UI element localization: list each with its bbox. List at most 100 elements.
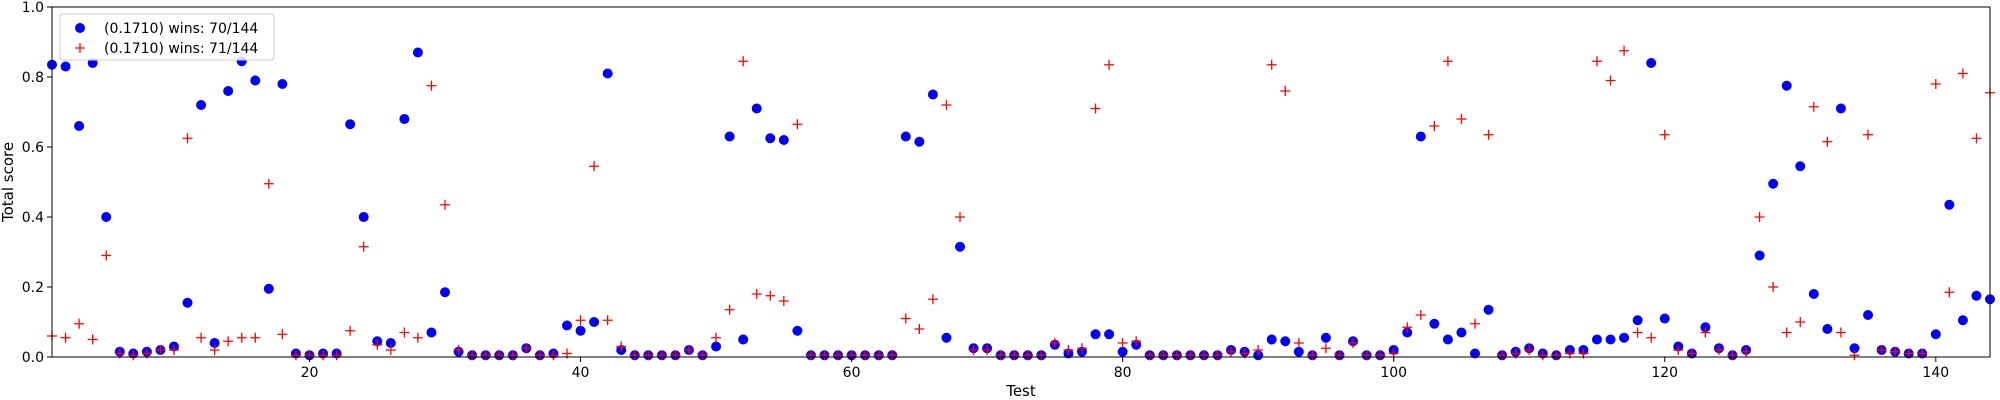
data-point-series-2 [941, 100, 952, 110]
data-point-series-2 [1022, 350, 1033, 361]
legend-box [59, 13, 275, 61]
data-point-series-2 [602, 315, 613, 326]
data-point-series-1 [1117, 346, 1128, 357]
data-point-series-2 [1646, 332, 1657, 343]
data-point-series-1 [914, 136, 925, 147]
data-point-series-1 [738, 334, 749, 345]
data-point-series-2 [1470, 318, 1481, 329]
data-point-series-2 [1375, 350, 1386, 361]
data-point-series-2 [697, 350, 708, 361]
data-point-series-2 [1212, 350, 1223, 361]
data-point-series-2 [318, 350, 329, 361]
data-point-series-2 [440, 199, 451, 210]
data-point-series-2 [1280, 86, 1291, 96]
data-point-series-2 [236, 332, 247, 343]
data-point-series-2 [1185, 350, 1196, 361]
data-point-series-2 [1537, 350, 1548, 361]
data-point-series-1 [1253, 350, 1264, 361]
data-point-series-2 [914, 324, 925, 334]
x-tick-label: 100 [1380, 365, 1407, 381]
data-point-series-2 [711, 332, 722, 343]
data-point-series-2 [453, 345, 464, 355]
data-point-series-2 [60, 332, 71, 343]
data-point-series-2 [1957, 68, 1968, 79]
data-point-series-2 [1307, 350, 1318, 361]
data-point-series-1 [1808, 289, 1819, 299]
data-point-series-2 [1673, 345, 1684, 355]
data-point-series-2 [1632, 327, 1643, 338]
data-point-series-2 [982, 345, 993, 355]
data-point-series-2 [1591, 56, 1602, 67]
x-tick-label: 20 [301, 365, 319, 381]
data-point-series-2 [331, 350, 342, 361]
legend: (0.1710) wins: 70/144 (0.1710) wins: 71/… [59, 13, 275, 61]
data-point-series-2 [683, 345, 694, 355]
y-tick-label: 0.2 [22, 280, 44, 296]
data-point-series-2 [521, 343, 532, 354]
data-point-series-2 [819, 350, 830, 361]
data-point-series-2 [629, 350, 640, 361]
y-tick-label: 0.0 [22, 350, 44, 366]
y-tick-label: 0.6 [22, 140, 44, 156]
data-point-series-2 [1361, 350, 1372, 361]
data-point-series-1 [1646, 58, 1657, 68]
data-point-series-2 [358, 241, 369, 252]
data-point-series-2 [1131, 336, 1142, 347]
data-point-series-2 [372, 339, 383, 350]
data-point-series-2 [1835, 327, 1846, 338]
data-point-series-2 [1795, 317, 1806, 327]
data-point-series-1 [1442, 334, 1453, 345]
data-point-series-1 [426, 327, 437, 338]
data-point-series-1 [589, 317, 600, 327]
x-axis-ticks: 20 40 60 80 100 120 140 [301, 357, 1949, 381]
data-point-series-2 [1727, 350, 1738, 361]
data-point-series-1 [1483, 304, 1494, 315]
data-point-series-2 [1158, 350, 1169, 361]
data-point-series-2 [873, 350, 884, 361]
x-tick-label: 40 [572, 365, 590, 381]
data-point-series-2 [534, 350, 545, 361]
data-point-series-2 [887, 350, 898, 361]
data-point-series-2 [1104, 59, 1115, 70]
data-point-series-2 [1253, 345, 1264, 355]
y-tick-label: 0.8 [22, 70, 44, 86]
data-point-series-1 [1104, 329, 1115, 340]
data-point-series-2 [1808, 101, 1819, 112]
data-point-series-2 [1049, 338, 1060, 348]
data-point-series-1 [1795, 161, 1806, 172]
data-point-series-2 [1009, 350, 1020, 361]
data-point-series-1 [1971, 290, 1982, 301]
data-point-series-1 [561, 320, 572, 331]
data-point-series-1 [1605, 334, 1616, 345]
data-point-series-1 [1456, 327, 1467, 338]
data-point-series-2 [1497, 350, 1508, 361]
data-point-series-2 [263, 178, 274, 189]
data-point-series-2 [805, 350, 816, 361]
data-point-series-2 [1402, 322, 1413, 333]
data-point-series-2 [385, 345, 396, 355]
data-point-series-2 [1754, 212, 1765, 222]
data-point-series-2 [1198, 350, 1209, 361]
data-point-series-1 [1619, 332, 1630, 343]
data-point-series-2 [1483, 129, 1494, 140]
y-tick-label: 1.0 [22, 0, 44, 16]
data-point-series-2 [1063, 345, 1074, 355]
data-point-series-1 [345, 119, 356, 130]
data-point-series-2 [1551, 350, 1562, 361]
data-point-series-2 [1415, 310, 1426, 320]
data-point-series-2 [1144, 350, 1155, 361]
data-point-series-2 [209, 345, 220, 355]
x-tick-label: 60 [843, 365, 861, 381]
data-point-series-1 [358, 212, 369, 222]
data-point-series-2 [833, 350, 844, 361]
data-point-series-2 [1741, 346, 1752, 357]
data-point-series-2 [128, 350, 139, 361]
data-point-series-2 [182, 133, 193, 144]
data-point-series-1 [1835, 103, 1846, 114]
x-tick-label: 120 [1651, 365, 1678, 381]
data-point-series-2 [74, 318, 85, 329]
data-point-series-1 [778, 135, 789, 145]
data-point-series-2 [860, 350, 871, 361]
data-point-series-2 [1890, 346, 1901, 357]
data-point-series-2 [507, 350, 518, 361]
